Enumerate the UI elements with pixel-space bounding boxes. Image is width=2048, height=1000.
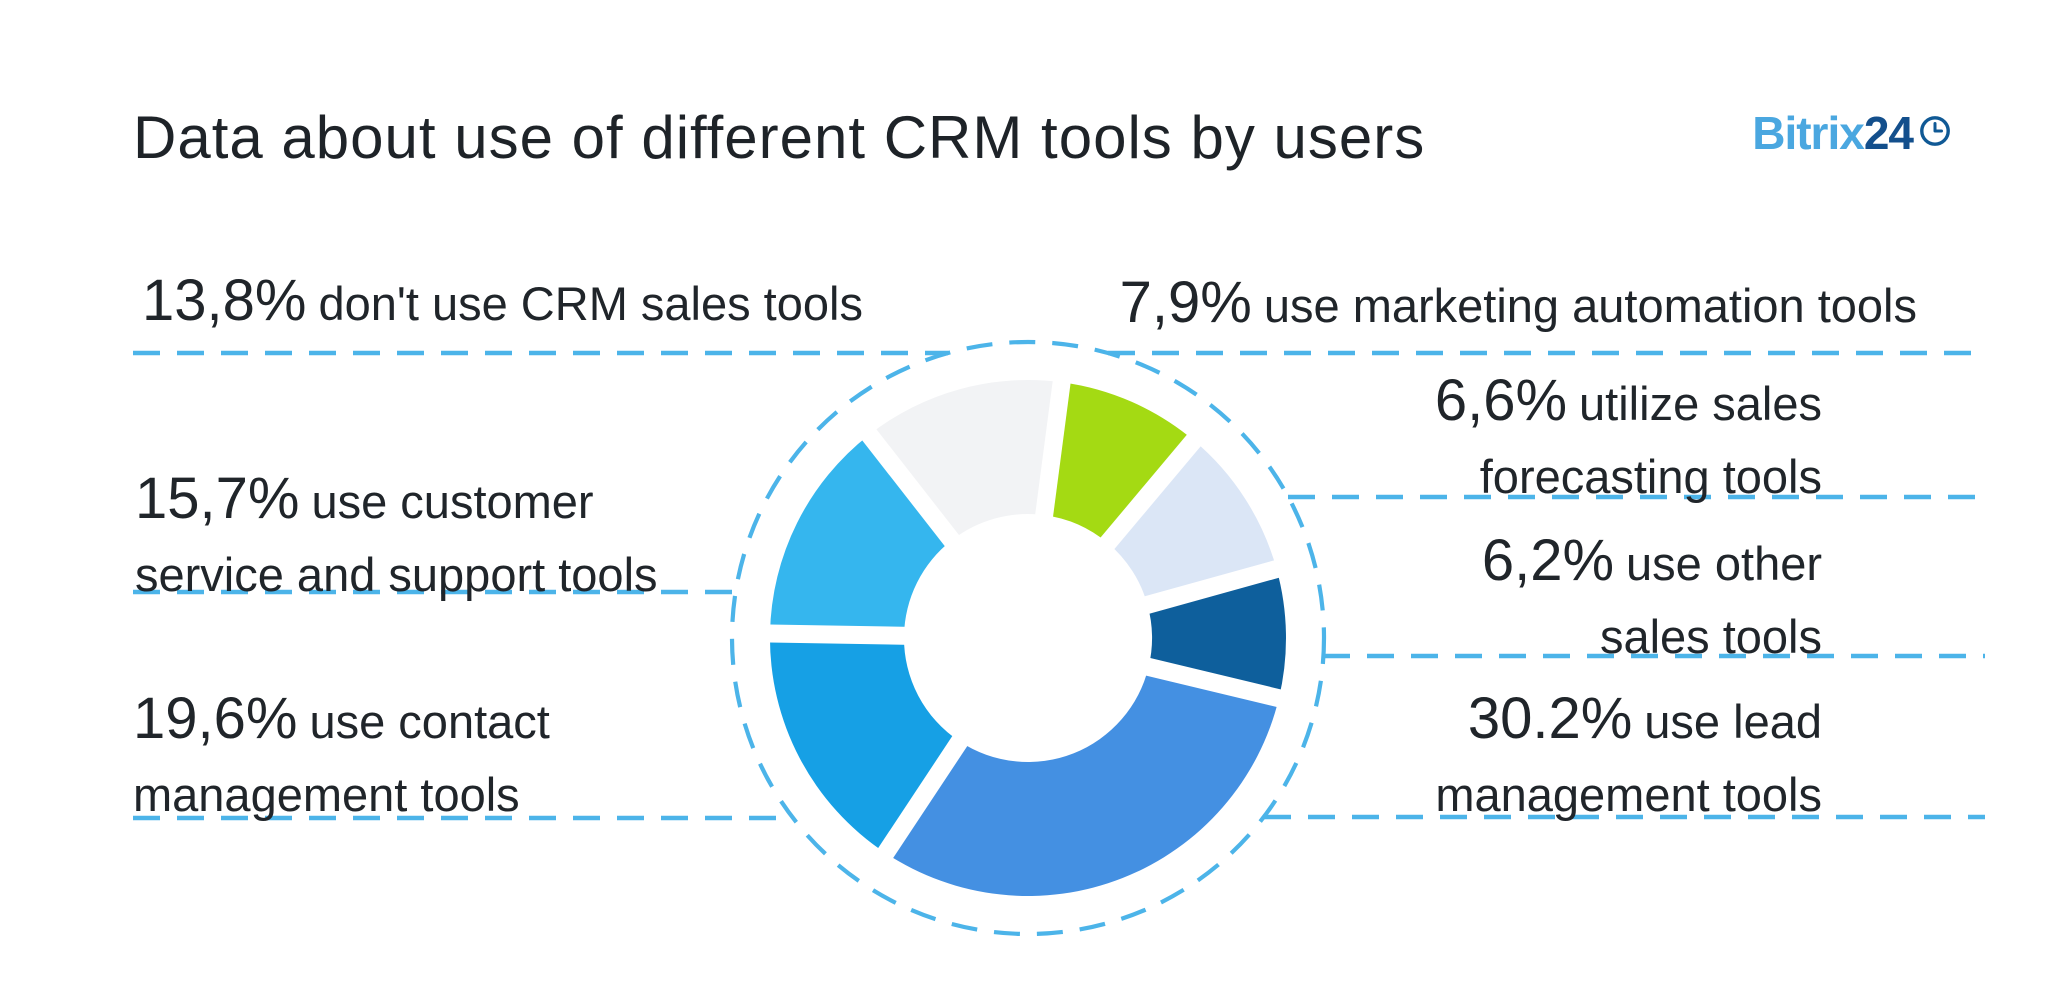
callout-value: 6,6% <box>1434 368 1568 433</box>
page-title: Data about use of different CRM tools by… <box>133 104 1426 171</box>
donut-slice-lead-management-tools <box>885 666 1279 896</box>
callout-contact-management-tools: 19,6% use contact management tools <box>133 688 550 825</box>
donut-slice-dont-use-crm-sales-tools <box>869 379 1062 541</box>
slice-separator <box>1033 369 1073 529</box>
bitrix24-logo: Bitrix 24 <box>1752 106 1952 160</box>
callout-dont-use-crm-sales-tools: 13,8% don't use CRM sales tools <box>142 270 863 346</box>
slice-separator <box>871 726 974 869</box>
callout-value: 7,9% <box>1119 270 1252 335</box>
callout-sales-forecasting-tools: 6,6% utilize sales forecasting tools <box>1435 370 1822 507</box>
callout-text: utilize sales <box>1579 377 1822 430</box>
callout-text-line2: management tools <box>133 768 520 821</box>
callout-value: 15,7% <box>135 466 300 531</box>
callout-text: use other <box>1626 537 1822 590</box>
callout-text: use customer <box>311 475 594 528</box>
slice-separator <box>854 419 967 556</box>
slice-separator <box>1093 425 1209 558</box>
callout-text: use lead <box>1644 695 1822 748</box>
callout-value: 19,6% <box>133 686 298 751</box>
callout-text-line2: forecasting tools <box>1479 450 1822 503</box>
slice-separator <box>757 624 917 645</box>
callout-text: use contact <box>309 695 550 748</box>
logo-brand-text: Bitrix <box>1752 107 1865 159</box>
slice-separator <box>1133 557 1291 617</box>
callout-text: don't use CRM sales tools <box>318 277 863 330</box>
slice-separator <box>1134 655 1293 710</box>
donut-slice-marketing-automation-tools <box>1044 382 1194 543</box>
callout-text-line2: sales tools <box>1599 610 1822 663</box>
callout-other-sales-tools: 6,2% use other sales tools <box>1482 530 1822 667</box>
callout-text-line2: management tools <box>1435 768 1822 821</box>
logo-number-text: 24 <box>1863 107 1914 159</box>
callout-text: use marketing automation tools <box>1263 279 1917 332</box>
callout-marketing-automation-tools: 7,9% use marketing automation tools <box>1120 272 1917 348</box>
donut-slice-sales-forecasting-tools <box>1107 440 1277 605</box>
dashed-circle <box>729 339 1327 937</box>
callout-text-line2: service and support tools <box>135 548 658 601</box>
callout-lead-management-tools: 30.2% use lead management tools <box>1435 688 1822 825</box>
callout-value: 6,2% <box>1481 528 1615 593</box>
callout-value: 13,8% <box>142 268 307 333</box>
callout-customer-service-support-tools: 15,7% use customer service and support to… <box>135 468 658 605</box>
clock-icon <box>1920 116 1950 146</box>
callout-value: 30.2% <box>1467 686 1633 751</box>
